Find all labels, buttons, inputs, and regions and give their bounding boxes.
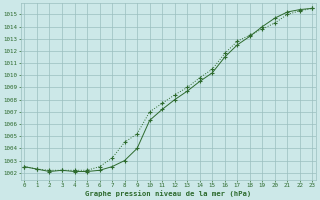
X-axis label: Graphe pression niveau de la mer (hPa): Graphe pression niveau de la mer (hPa) [85,190,252,197]
